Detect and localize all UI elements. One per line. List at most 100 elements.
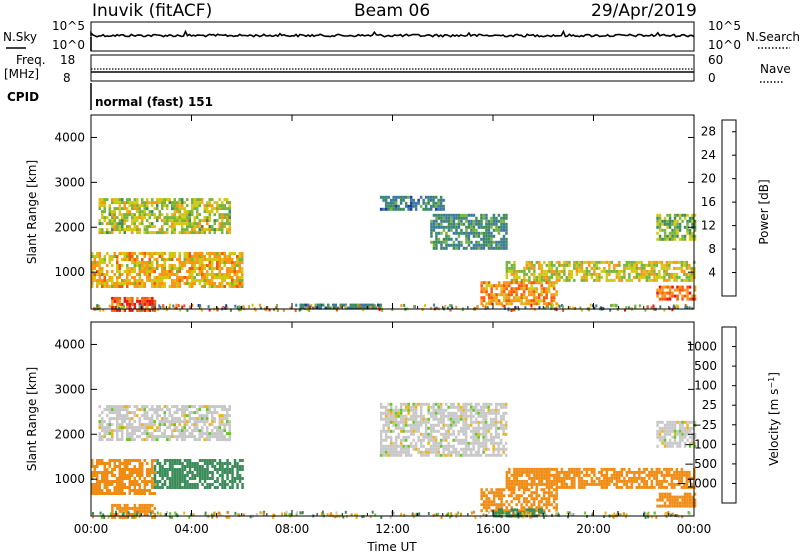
heatmap-cell <box>464 402 468 406</box>
heatmap-cell <box>665 278 669 282</box>
heatmap-cell <box>435 222 438 226</box>
heatmap-cell <box>191 282 194 285</box>
heatmap-cell <box>487 447 490 451</box>
heatmap-cell <box>610 476 614 480</box>
heatmap-cell <box>495 240 498 244</box>
heatmap-cell <box>223 438 226 442</box>
heatmap-cell <box>668 438 672 442</box>
heatmap-cell <box>673 498 677 502</box>
heatmap-cell <box>480 281 483 285</box>
heatmap-cell <box>216 435 219 439</box>
heatmap-cell <box>515 497 518 501</box>
heatmap-cell <box>111 405 114 409</box>
heatmap-cell <box>432 402 435 406</box>
heatmap-cell <box>523 272 526 276</box>
heatmap-cell <box>128 213 131 217</box>
heatmap-cell <box>225 515 228 519</box>
heatmap-cell <box>221 474 224 477</box>
heatmap-cell <box>399 402 403 406</box>
heatmap-cell <box>131 429 134 433</box>
heatmap-cell <box>138 302 142 306</box>
heatmap-cell <box>171 477 174 480</box>
heatmap-cell <box>678 426 682 430</box>
heatmap-cell <box>191 231 194 235</box>
heatmap-cell <box>226 219 229 223</box>
heatmap-cell <box>530 491 533 495</box>
heatmap-cell <box>650 263 654 267</box>
heatmap-cell <box>523 266 526 270</box>
heatmap-cell <box>492 228 496 232</box>
heatmap-cell <box>555 488 558 492</box>
heatmap-cell <box>131 489 134 492</box>
heatmap-cell <box>575 263 579 267</box>
heatmap-cell <box>442 240 446 244</box>
heatmap-cell <box>248 305 251 309</box>
heatmap-cell <box>675 476 679 480</box>
heatmap-cell <box>404 417 408 421</box>
heatmap-cell <box>658 429 662 433</box>
heatmap-cell <box>593 272 596 276</box>
heatmap-cell <box>603 266 606 270</box>
heatmap-cell <box>101 492 104 495</box>
heatmap-cell <box>203 462 207 465</box>
heatmap-cell <box>233 459 237 462</box>
heatmap-cell <box>497 503 501 507</box>
heatmap-cell <box>590 476 594 480</box>
heatmap-cell <box>171 285 174 288</box>
heatmap-cell <box>570 476 574 480</box>
heatmap-cell <box>123 296 127 300</box>
heatmap-cell <box>299 303 302 307</box>
heatmap-cell <box>605 260 609 264</box>
heatmap-cell <box>432 438 435 442</box>
heatmap-cell <box>424 432 428 436</box>
heatmap-cell <box>434 414 438 418</box>
heatmap-cell <box>231 279 234 282</box>
heatmap-cell <box>462 222 466 226</box>
heatmap-cell <box>161 279 164 282</box>
heatmap-cell <box>666 504 669 508</box>
heatmap-cell <box>206 474 209 477</box>
heatmap-cell <box>432 441 435 445</box>
heatmap-cell <box>189 306 192 310</box>
heatmap-cell <box>159 306 162 309</box>
heatmap-cell <box>495 299 498 303</box>
heatmap-cell <box>482 402 485 406</box>
heatmap-cell <box>437 405 440 409</box>
heatmap-cell <box>123 201 126 205</box>
heatmap-cell <box>477 234 481 238</box>
heatmap-cell <box>106 462 109 465</box>
heatmap-cell <box>633 266 636 270</box>
heatmap-cell <box>319 304 321 308</box>
heatmap-cell <box>580 278 584 282</box>
heatmap-cell <box>173 405 176 409</box>
heatmap-cell <box>118 296 122 300</box>
heatmap-cell <box>228 438 231 442</box>
heatmap-cell <box>171 273 174 276</box>
heatmap-cell <box>128 474 131 477</box>
heatmap-cell <box>480 225 483 229</box>
heatmap-cell <box>168 486 172 489</box>
heatmap-cell <box>658 420 662 424</box>
heatmap-cell <box>238 261 241 264</box>
heatmap-cell <box>96 489 99 492</box>
heatmap-cell <box>422 450 425 454</box>
heatmap-cell <box>193 411 196 415</box>
heatmap-cell <box>628 479 631 483</box>
heatmap-cell <box>168 420 171 424</box>
heatmap-cell <box>143 264 146 267</box>
heatmap-cell <box>91 285 94 288</box>
heatmap-cell <box>126 462 129 465</box>
heatmap-cell <box>138 477 141 480</box>
heatmap-cell <box>613 266 616 270</box>
heatmap-cell <box>535 275 539 279</box>
heatmap-cell <box>583 479 586 483</box>
heatmap-cell <box>678 501 682 505</box>
heatmap-cell <box>442 216 446 220</box>
heatmap-cell <box>96 486 99 489</box>
heatmap-cell <box>117 304 120 308</box>
heatmap-cell <box>520 296 523 300</box>
heatmap-cell <box>178 429 181 433</box>
heatmap-cell <box>515 494 518 498</box>
heatmap-cell <box>126 411 129 415</box>
heatmap-cell <box>497 411 500 415</box>
